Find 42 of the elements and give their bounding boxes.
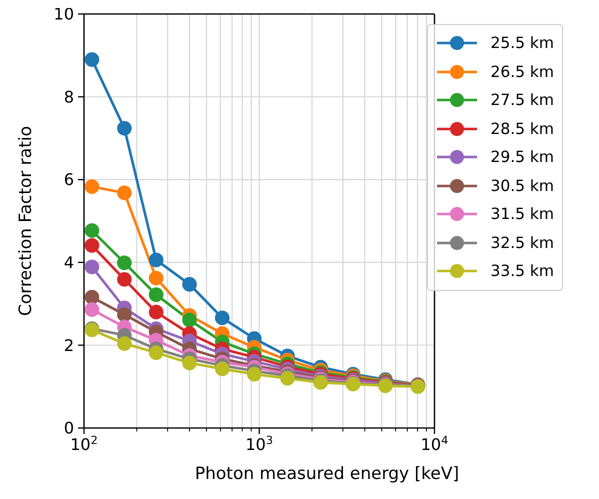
point [117,336,132,351]
point [182,356,197,370]
legend-label: 31.5 km [490,205,554,224]
x-tick-label: 10$^{4}$ [420,434,448,454]
point [182,312,197,328]
point [117,256,132,270]
x-axis-title: Photon measured energy [keV] [194,464,460,484]
legend-label: 32.5 km [490,234,554,252]
point [84,302,100,317]
point [246,366,262,382]
point [84,238,100,253]
point [148,252,164,268]
legend-label: 26.5 km [490,62,554,81]
point [84,290,100,304]
y-tick-label: 2 [64,336,74,355]
point [148,270,164,286]
legend-label: 25.5 km [490,34,554,52]
legend-label: 33.5 km [490,262,554,280]
x-tick-label: 10$^{3}$ [246,434,273,454]
point [148,304,164,320]
point [148,345,164,360]
y-tick-label: 8 [64,87,74,106]
point [214,310,230,326]
point [84,179,100,194]
y-tick-label: 6 [64,170,74,190]
legend-label: 28.5 km [490,120,554,138]
point [117,272,132,287]
point [84,223,100,238]
y-tick-label: 10 [54,4,74,24]
point [117,186,132,200]
legend-label: 29.5 km [490,148,554,166]
point [182,277,197,292]
point [214,362,230,376]
legend-label: 27.5 km [490,91,554,110]
legend-label: 30.5 km [490,176,554,195]
y-axis-title: Correction Factor ratio [16,126,36,316]
point [148,287,164,302]
point [117,120,132,136]
point [84,52,100,67]
y-tick-label: 4 [64,253,74,272]
point [84,260,100,274]
point [117,307,132,322]
